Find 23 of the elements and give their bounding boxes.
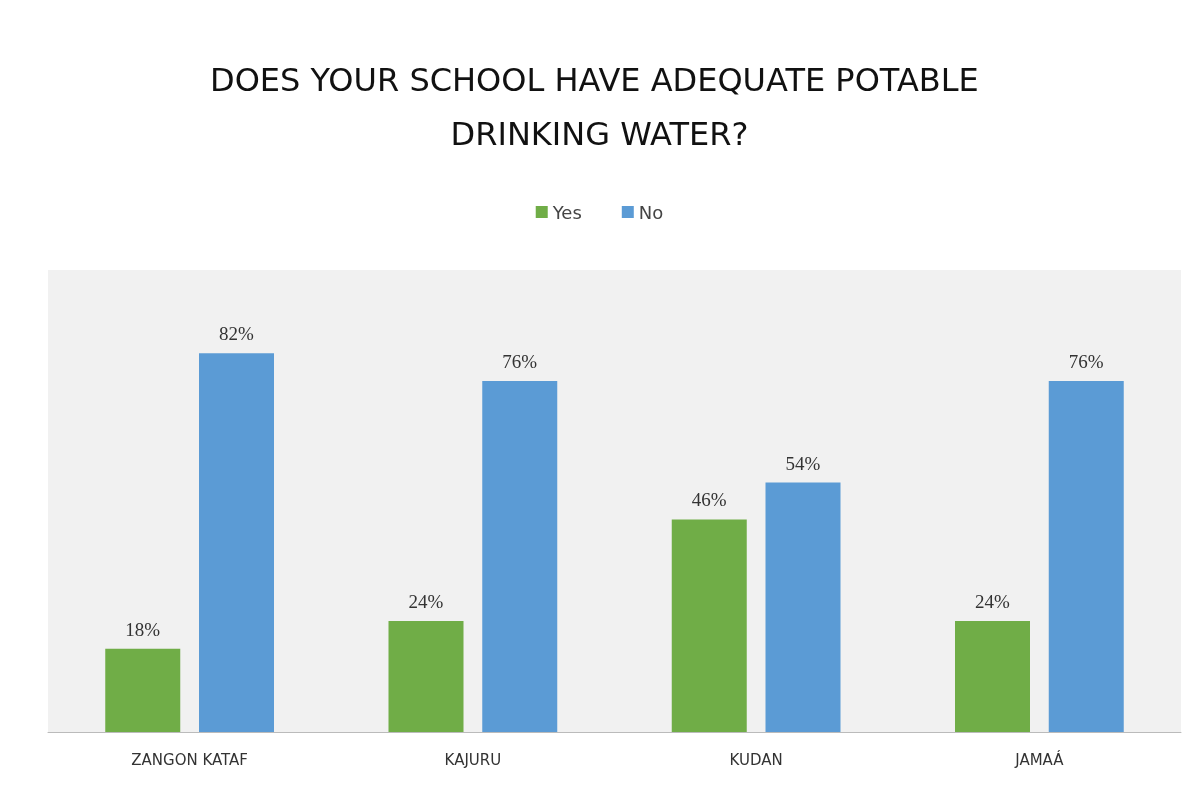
chart-title: DOES YOUR SCHOOL HAVE ADEQUATE POTABLE DRINKING WATER?	[210, 61, 989, 153]
data-label: 24%	[975, 591, 1011, 613]
x-tick-label: ZANGON KATAF	[131, 750, 248, 769]
legend-label: No	[638, 201, 664, 223]
bar	[388, 621, 464, 732]
data-label: 24%	[408, 591, 444, 613]
data-label: 76%	[1068, 350, 1104, 372]
data-label: 54%	[785, 452, 821, 474]
data-label: 18%	[125, 618, 161, 640]
bar	[1048, 380, 1124, 732]
bar	[765, 482, 841, 732]
x-tick-label: JAMAÁ	[1014, 749, 1065, 769]
x-tick-label: KUDAN	[729, 750, 783, 769]
bar	[105, 648, 181, 732]
bar	[482, 380, 558, 732]
legend-label: Yes	[551, 201, 582, 223]
data-label: 76%	[502, 350, 538, 372]
bar	[671, 519, 747, 732]
data-label: 82%	[219, 323, 255, 345]
bar	[199, 353, 274, 732]
x-tick-label: KAJURU	[444, 750, 502, 769]
bar	[955, 621, 1030, 732]
data-label: 46%	[691, 489, 727, 511]
